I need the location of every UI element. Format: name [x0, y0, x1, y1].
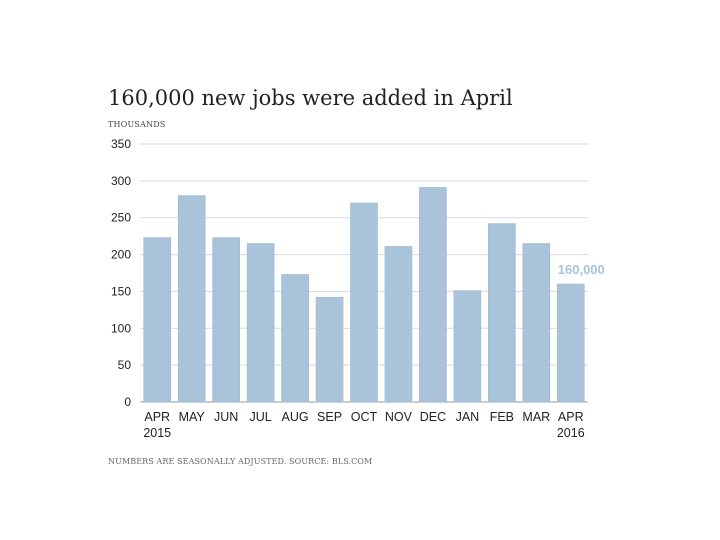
x-category-label: MAY [179, 410, 206, 424]
x-category-label: APR [558, 410, 584, 424]
x-year-label: 2016 [557, 426, 585, 440]
y-tick-label: 150 [111, 284, 131, 298]
x-category-label: SEP [317, 410, 342, 424]
x-category-label: JAN [456, 410, 480, 424]
x-category-label: FEB [490, 410, 514, 424]
unit-label: THOUSANDS [108, 120, 166, 129]
x-category-label: APR [144, 410, 170, 424]
y-tick-label: 50 [118, 358, 132, 372]
x-category-label: JUL [249, 410, 271, 424]
footnote: NUMBERS ARE SEASONALLY ADJUSTED. SOURCE:… [108, 457, 373, 466]
x-category-label: MAR [522, 410, 550, 424]
x-category-label: OCT [351, 410, 378, 424]
annotations: 160,000 [558, 262, 605, 277]
y-tick-label: 350 [111, 137, 131, 151]
y-tick-label: 250 [111, 211, 131, 225]
bar [384, 246, 413, 403]
bars [143, 187, 585, 403]
y-tick-label: 100 [111, 321, 131, 335]
bar [143, 237, 172, 403]
y-tick-label: 300 [111, 174, 131, 188]
bar [453, 290, 482, 403]
data-label: 160,000 [558, 262, 605, 277]
bar [315, 297, 344, 403]
y-axis-ticks: 0 50 100 150 200 250 300 350 [111, 137, 131, 409]
bar [522, 243, 551, 403]
bar [246, 243, 275, 403]
x-category-label: AUG [282, 410, 309, 424]
x-category-label: DEC [420, 410, 446, 424]
chart-title: 160,000 new jobs were added in April [108, 86, 513, 110]
x-year-label: 2015 [143, 426, 171, 440]
x-category-label: NOV [385, 410, 413, 424]
bar [350, 202, 378, 403]
bar [556, 283, 585, 403]
bar [419, 187, 447, 403]
bar [488, 223, 516, 403]
bar [281, 274, 309, 403]
bar [212, 237, 240, 403]
y-tick-label: 200 [111, 248, 131, 262]
x-axis-labels: APR 2015 MAY JUN JUL AUG SEP OCT NOV DEC JAN FEB MAR… [143, 410, 584, 440]
y-tick-label: 0 [124, 395, 131, 409]
x-category-label: JUN [214, 410, 238, 424]
bar [177, 195, 206, 403]
